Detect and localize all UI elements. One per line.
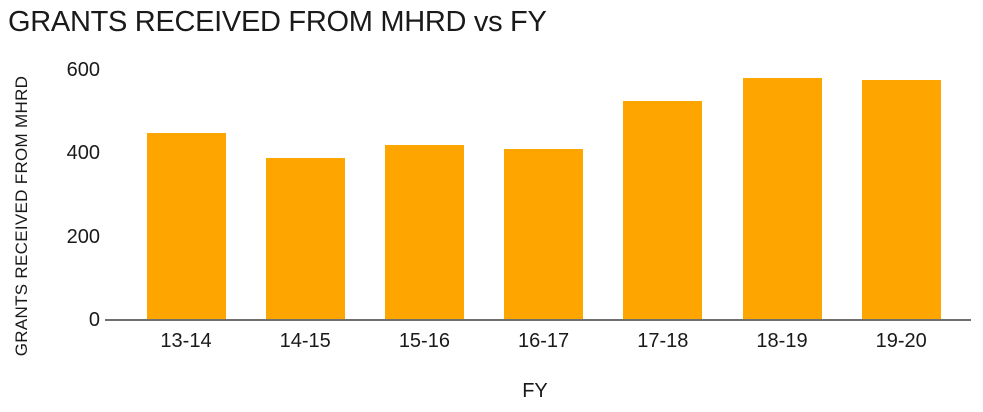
- x-tick-label: 13-14: [160, 330, 212, 352]
- bar-16-17: [504, 149, 584, 320]
- bar-19-20: [861, 80, 941, 320]
- x-tick-label: 18-19: [756, 330, 808, 352]
- bar-17-18: [623, 101, 703, 320]
- y-tick-label: 600: [66, 59, 100, 81]
- x-tick-label: 15-16: [398, 330, 450, 352]
- bar-14-15: [265, 157, 345, 320]
- x-tick-label: 17-18: [637, 330, 689, 352]
- x-tick-label: 16-17: [518, 330, 570, 352]
- bar-15-16: [384, 145, 464, 320]
- y-tick-label: 200: [66, 225, 100, 248]
- x-tick-label: 14-15: [279, 330, 331, 352]
- chart-title: GRANTS RECEIVED FROM MHRD vs FY: [8, 6, 547, 38]
- bar-18-19: [742, 78, 822, 320]
- x-axis-title: FY: [522, 380, 548, 402]
- x-axis-line: [105, 319, 971, 321]
- x-tick-label: 19-20: [875, 330, 927, 352]
- y-tick-label: 0: [88, 309, 100, 331]
- y-tick-label: 400: [66, 142, 100, 165]
- bar-13-14: [146, 132, 226, 320]
